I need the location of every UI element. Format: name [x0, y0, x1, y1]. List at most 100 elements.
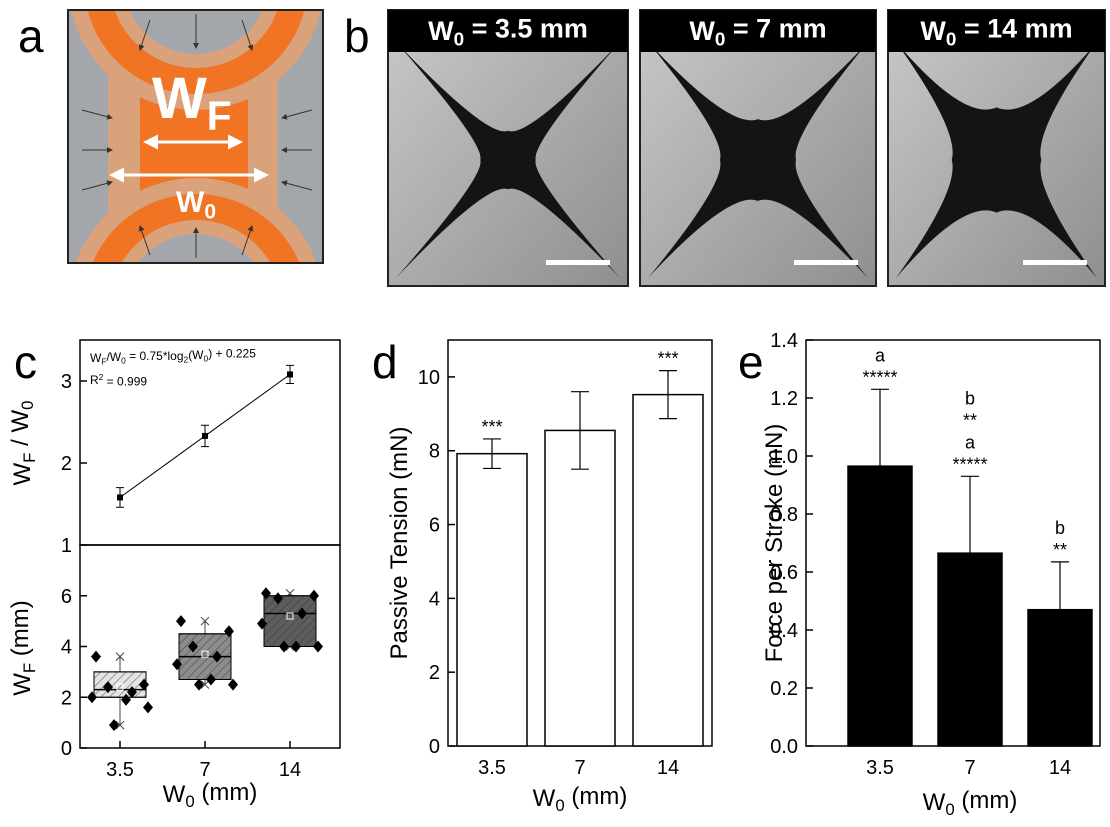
- x-axis-label-part: W: [533, 785, 556, 812]
- scale-bar: [794, 260, 858, 265]
- x-tick-label: 14: [1049, 757, 1071, 779]
- x-tick-label: 14: [657, 757, 679, 779]
- y-tick-label: 4: [61, 637, 72, 659]
- y-tick-label: 2: [61, 687, 72, 709]
- micrograph: [640, 10, 876, 286]
- y-tick-label: 3: [61, 371, 72, 393]
- point: [228, 679, 238, 691]
- x-axis-label-part: 0: [945, 800, 954, 819]
- equation-part: (W: [188, 348, 204, 362]
- r-squared: R2 = 0.999: [90, 372, 147, 388]
- figure: abcdeWFW0W0 = 3.5 mmW0 = 7 mmW0 = 14 mm1…: [0, 0, 1110, 822]
- significance-label: *****: [952, 454, 987, 474]
- y-axis-label-part: Passive Tension (mN): [386, 427, 413, 660]
- y-tick-label: 1.4: [770, 330, 798, 352]
- page: { "panel_labels": ["a", "b", "c", "d", "…: [0, 0, 1110, 822]
- x-tick-label: 7: [574, 757, 585, 779]
- panel-label: b: [344, 10, 370, 62]
- w0-label-part: W: [176, 186, 205, 219]
- y-tick-label: 6: [429, 515, 440, 537]
- significance-label: ***: [481, 417, 502, 437]
- y-tick-label: 1.2: [770, 388, 798, 410]
- x-axis-label: W0 (mm): [163, 779, 258, 811]
- x-axis-label-part: (mm): [955, 787, 1018, 814]
- y-axis-label: Force per Stroke (mN): [761, 424, 788, 663]
- point: [109, 719, 119, 731]
- panel-label: a: [18, 10, 44, 62]
- wf-label-part: F: [207, 93, 232, 139]
- micrograph: [388, 10, 628, 286]
- x-axis-label-part: W: [163, 781, 186, 808]
- r-squared-part: R: [90, 373, 99, 387]
- image-title-part: W: [920, 16, 946, 46]
- box-hatch: [264, 596, 316, 647]
- significance-label: ***: [657, 349, 678, 369]
- equation-part: W: [90, 351, 102, 365]
- scale-bar: [546, 260, 610, 265]
- y-tick-label: 2: [429, 662, 440, 684]
- y-axis-label-part: F: [20, 453, 39, 463]
- panel-label: d: [372, 336, 398, 388]
- image-title-part: 0: [715, 30, 726, 51]
- bar: [457, 454, 527, 746]
- x-axis-label: W0 (mm): [533, 783, 628, 815]
- scale-bar: [1023, 260, 1087, 265]
- y-axis-label-part: F: [20, 663, 39, 673]
- bar: [938, 553, 1002, 746]
- y-axis-label-part: (mm): [7, 600, 34, 663]
- equation: WF/W0 = 0.75*log2(W0) + 0.225: [90, 347, 256, 367]
- bar: [633, 395, 703, 746]
- significance-label: a: [965, 432, 976, 452]
- x-axis-label-part: (mm): [195, 779, 258, 806]
- x-tick-label: 3.5: [866, 757, 894, 779]
- y-tick-label: 8: [429, 441, 440, 463]
- significance-label: b: [965, 388, 975, 408]
- image-title-part: W: [428, 16, 454, 46]
- significance-label: **: [1053, 540, 1067, 560]
- bar: [848, 466, 912, 746]
- wf-label-part: W: [152, 66, 207, 131]
- point: [194, 679, 204, 691]
- bar: [1028, 610, 1092, 746]
- plot-frame: [80, 340, 340, 545]
- y-tick-label: 0.2: [770, 678, 798, 700]
- error-bar: [1051, 562, 1069, 610]
- equation-part: /W: [106, 350, 121, 364]
- image-title-part: 0: [946, 30, 957, 51]
- error-bar: [961, 476, 979, 553]
- r-squared-part: = 0.999: [103, 375, 147, 389]
- y-tick-label: 2: [61, 453, 72, 475]
- point: [117, 494, 123, 500]
- y-axis-label-part: Force per Stroke (mN): [761, 424, 788, 663]
- x-axis-label-part: 0: [185, 792, 194, 811]
- panel-label: c: [14, 336, 37, 388]
- image-title-part: 0: [454, 30, 465, 51]
- significance-label: **: [963, 410, 977, 430]
- x-axis-label-part: W: [923, 789, 946, 816]
- y-tick-label: 6: [61, 586, 72, 608]
- image-title-part: = 3.5 mm: [464, 14, 588, 44]
- error-bar: [871, 389, 889, 466]
- equation-part: = 0.75*log: [126, 349, 184, 363]
- y-tick-label: 0: [429, 736, 440, 758]
- y-tick-label: 1: [61, 535, 72, 557]
- y-tick-label: 4: [429, 588, 440, 610]
- x-tick-label: 3.5: [106, 759, 134, 781]
- bar: [545, 430, 615, 746]
- micrograph: [888, 10, 1105, 286]
- point: [287, 371, 293, 377]
- image-title-part: = 7 mm: [725, 14, 826, 44]
- x-axis-label-part: 0: [555, 796, 564, 815]
- significance-label: *****: [862, 367, 897, 387]
- significance-label: b: [1055, 518, 1065, 538]
- image-title-part: = 14 mm: [956, 14, 1072, 44]
- w0-label-part: 0: [204, 200, 216, 223]
- point: [202, 433, 208, 439]
- x-tick-label: 14: [279, 759, 301, 781]
- point: [91, 651, 101, 663]
- panel-label: e: [738, 336, 764, 388]
- y-axis-label-part: W: [9, 673, 36, 696]
- image-title-part: W: [689, 16, 715, 46]
- y-axis-label: WF / W0: [7, 401, 39, 486]
- x-axis-label: W0 (mm): [923, 787, 1018, 819]
